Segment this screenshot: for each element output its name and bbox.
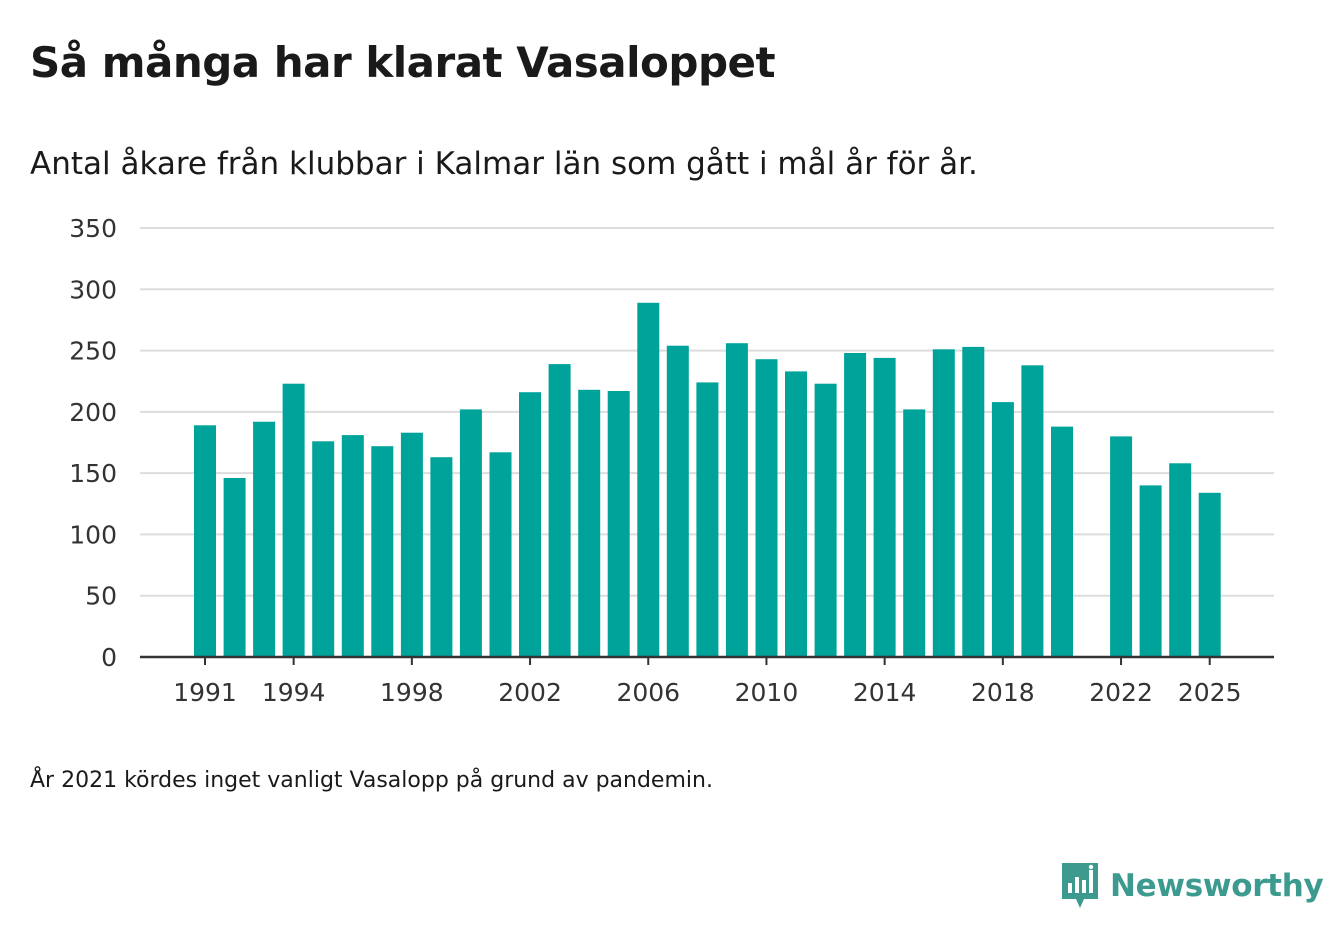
bar-2011: 2011: 233 xyxy=(785,371,807,657)
bar-1992: 1992: 146 xyxy=(223,478,246,657)
bar-1999: 1999: 163 xyxy=(430,457,453,657)
bar-2005: 2005: 217 xyxy=(607,391,630,657)
y-tick-label-300: 300 xyxy=(69,275,117,304)
bar-2023: 2023: 140 xyxy=(1139,485,1162,657)
bar-2001: 2001: 167 xyxy=(489,452,512,657)
newsworthy-logo-icon xyxy=(1062,863,1098,908)
x-tick-label-1991: 1991 xyxy=(173,678,237,707)
bar-2019: 2019: 238 xyxy=(1021,365,1044,657)
y-tick-label-250: 250 xyxy=(69,337,117,366)
bar-1994: 1994: 223 xyxy=(282,383,305,657)
x-tick-label-2025: 2025 xyxy=(1178,678,1242,707)
y-tick-label-350: 350 xyxy=(69,214,117,243)
chart-title: Så många har klarat Vasaloppet xyxy=(30,38,776,87)
bar-2000: 2000: 202 xyxy=(459,409,482,657)
x-tick-label-1998: 1998 xyxy=(380,678,444,707)
bar-1996: 1996: 181 xyxy=(341,435,364,657)
y-tick-label-150: 150 xyxy=(69,459,117,488)
bar-2013: 2013: 248 xyxy=(844,353,867,657)
bar-chart: 0 50 100 150 200 250 300 350 1991: 189 1992: 146… xyxy=(69,214,1274,707)
bar-2015: 2015: 202 xyxy=(903,409,926,657)
bar-2022: 2022: 180 xyxy=(1110,436,1133,657)
bar-2009: 2009: 256 xyxy=(725,343,748,657)
brand-logo[interactable]: Newsworthy xyxy=(1060,860,1324,912)
y-tick-label-50: 50 xyxy=(85,582,117,611)
bar-2025: 2025: 134 xyxy=(1198,492,1221,657)
x-axis-tick-labels: 1991 1994 1998 2002 2006 2010 2014 2018 2022 2025 xyxy=(173,657,1242,707)
bar-1997: 1997: 172 xyxy=(371,446,394,657)
bars: 1991: 189 1992: 146 1993: 192 1994: 223 1995… xyxy=(194,302,1221,657)
bar-2007: 2007: 254 xyxy=(666,345,689,657)
x-tick-label-2010: 2010 xyxy=(735,678,799,707)
bar-2014: 2014: 244 xyxy=(873,357,896,657)
chart-subtitle: Antal åkare från klubbar i Kalmar län so… xyxy=(30,146,978,182)
bar-2017: 2017: 253 xyxy=(962,346,985,657)
bar-2010: 2010: 243 xyxy=(755,359,778,657)
y-tick-label-0: 0 xyxy=(101,643,117,672)
y-axis-tick-labels: 0 50 100 150 200 250 300 350 xyxy=(69,214,117,672)
bar-1995: 1995: 176 xyxy=(312,441,335,657)
bar-2018: 2018: 208 xyxy=(991,402,1014,657)
bar-1991: 1991: 189 xyxy=(194,425,216,657)
bar-2016: 2016: 251 xyxy=(932,349,955,657)
bar-1993: 1993: 192 xyxy=(253,421,276,657)
bar-1998: 1998: 183 xyxy=(400,432,423,657)
footnote: År 2021 kördes inget vanligt Vasalopp på… xyxy=(30,768,713,793)
x-tick-label-2022: 2022 xyxy=(1089,678,1153,707)
bar-2003: 2003: 239 xyxy=(548,364,571,657)
x-tick-label-2006: 2006 xyxy=(616,678,680,707)
x-tick-label-2014: 2014 xyxy=(853,678,917,707)
y-tick-label-100: 100 xyxy=(69,520,117,549)
y-tick-label-200: 200 xyxy=(69,398,117,427)
bar-2008: 2008: 224 xyxy=(696,382,719,657)
x-tick-label-2018: 2018 xyxy=(971,678,1035,707)
brand-name: Newsworthy xyxy=(1110,868,1324,904)
x-tick-label-2002: 2002 xyxy=(498,678,562,707)
bar-2002: 2002: 216 xyxy=(519,392,541,657)
x-tick-label-1994: 1994 xyxy=(262,678,326,707)
bar-2004: 2004: 218 xyxy=(578,389,601,657)
bar-2012: 2012: 223 xyxy=(814,383,837,657)
bar-2020: 2020: 188 xyxy=(1051,426,1073,657)
bar-2006: 2006: 289 xyxy=(637,302,660,657)
bar-2024: 2024: 158 xyxy=(1169,463,1192,657)
